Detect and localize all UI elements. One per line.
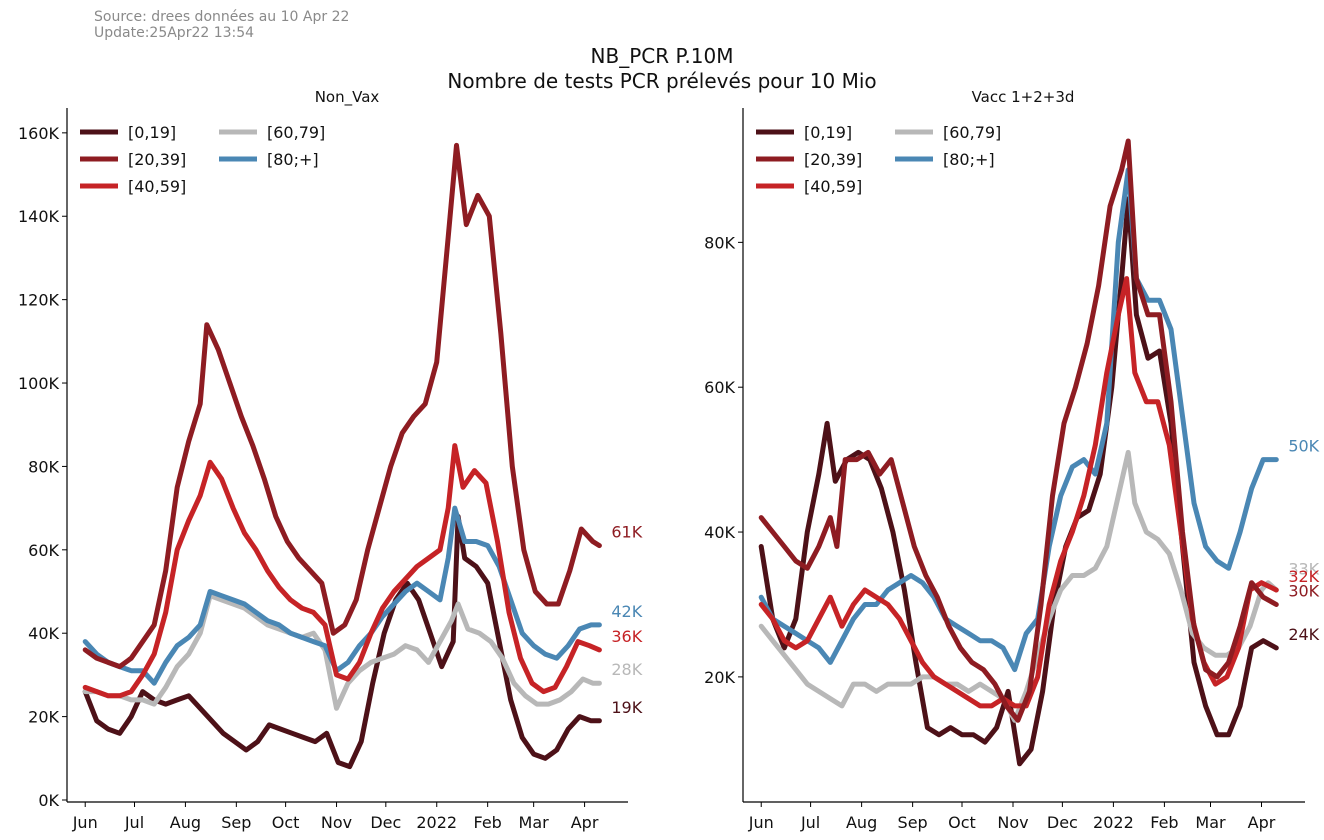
legend-label: [40,59] [804,177,862,196]
x-tick-label: Mar [519,813,550,832]
legend-label: [20,39] [804,150,862,169]
y-tick-label: 120K [18,291,60,310]
series-line [82,505,602,686]
y-tick-label: 20K [704,668,735,687]
legend-label: [80;+] [267,150,319,169]
end-value-label: 30K [1288,581,1319,600]
legend-label: [0,19] [804,123,852,142]
y-tick-label: 140K [18,207,60,226]
x-tick-label: Oct [272,813,300,832]
y-tick-label: 20K [28,708,59,727]
y-tick-label: 60K [28,541,59,560]
source-line: Source: drees données au 10 Apr 22 [94,9,350,25]
legend-label: [20,39] [128,150,186,169]
end-value-label: 24K [1288,625,1319,644]
legend-label: [0,19] [128,123,176,142]
series-line [82,593,602,711]
x-tick-label: Sep [898,813,928,832]
y-tick-label: 160K [18,124,60,143]
update-line: Update:25Apr22 13:54 [94,25,255,41]
series-line [82,514,602,770]
legend-label: [80;+] [943,150,995,169]
x-tick-label: Jul [124,813,144,832]
end-value-label: 33K [1288,560,1319,579]
y-tick-label: 100K [18,374,60,393]
end-value-label: 61K [611,523,642,542]
end-value-label: 32K [1288,567,1319,586]
y-tick-label: 40K [704,523,735,542]
x-tick-label: Sep [221,813,251,832]
series-line [758,167,1279,673]
x-tick-label: Jun [72,813,98,832]
source-note: Source: drees données au 10 Apr 22 Updat… [94,9,349,41]
x-tick-label: 2022 [416,813,457,832]
chart-panel-1: Non_Vax 0K 20K 40K 60K 80K 100K 120K 140K 160K Jun… [18,88,643,832]
x-tick-label: Jul [800,813,820,832]
x-tick-label: Dec [1047,813,1078,832]
chart-title: NB_PCR P.10M Nombre de tests PCR prélevé… [0,44,1324,94]
x-tick-label: Apr [571,813,599,832]
x-tick-label: Oct [948,813,976,832]
panel-title: Non_Vax [315,88,380,107]
series-line [82,142,602,670]
x-tick-label: Feb [473,813,501,832]
x-tick-label: Apr [1248,813,1276,832]
x-tick-label: Dec [370,813,401,832]
legend: [0,19] [20,39] [40,59] [60,79] [80;+] [80,123,325,196]
y-tick-label: 0K [38,791,59,810]
legend-label: [40,59] [128,177,186,196]
end-value-label: 42K [611,602,642,621]
y-tick-label: 80K [28,457,59,476]
series-line [82,443,602,699]
end-value-label: 28K [611,660,642,679]
x-tick-label: Aug [846,813,877,832]
series-line [758,196,1279,767]
series-line [758,138,1279,723]
x-tick-label: Jun [748,813,774,832]
chart-title-line2: Nombre de tests PCR prélevés pour 10 Mio [447,69,877,93]
legend-label: [60,79] [943,123,1001,142]
y-tick-label: 80K [704,233,735,252]
panel-title: Vacc 1+2+3d [972,88,1075,106]
x-tick-label: Mar [1195,813,1226,832]
legend: [0,19] [20,39] [40,59] [60,79] [80;+] [756,123,1001,196]
x-tick-label: Feb [1150,813,1178,832]
end-value-label: 50K [1288,437,1319,456]
x-tick-label: Nov [321,813,352,832]
y-tick-label: 60K [704,378,735,397]
legend-label: [60,79] [267,123,325,142]
x-tick-label: Nov [997,813,1028,832]
chart-panel-2: Vacc 1+2+3d 20K 40K 60K 80K Jun Jul Aug Sep Oct No… [704,88,1320,832]
chart-title-line1: NB_PCR P.10M [590,44,734,68]
y-tick-label: 40K [28,624,59,643]
x-tick-label: 2022 [1093,813,1134,832]
end-value-label: 19K [611,698,642,717]
x-tick-label: Aug [170,813,201,832]
end-value-label: 36K [611,627,642,646]
